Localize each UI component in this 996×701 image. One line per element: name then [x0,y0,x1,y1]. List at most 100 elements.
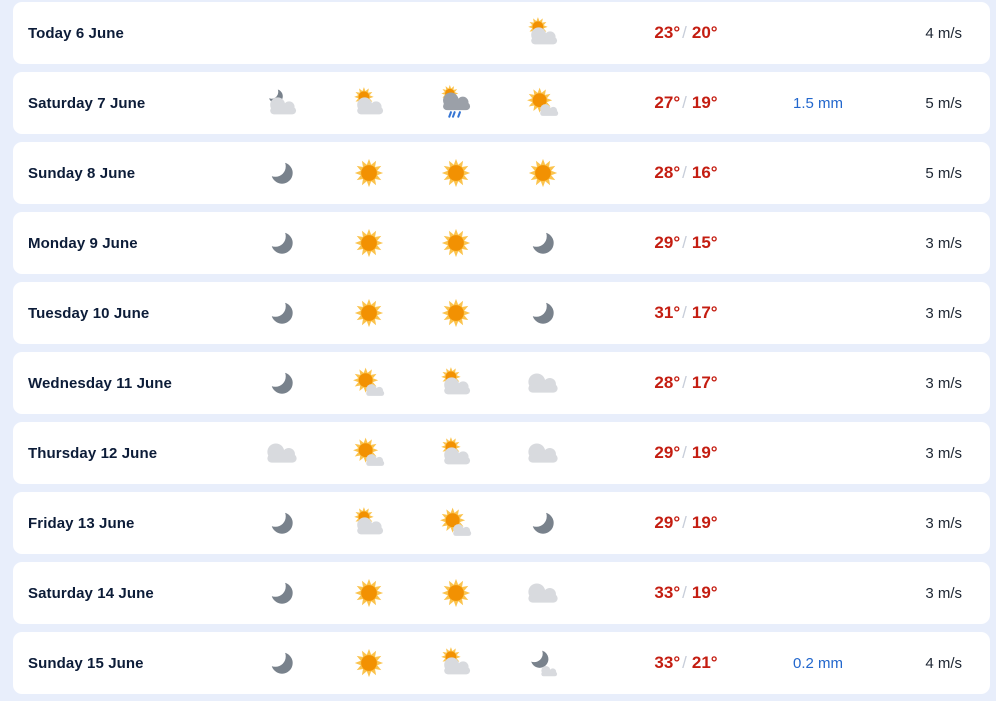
clearsky-day-icon [325,562,412,624]
max-temperature: 29° [654,443,681,462]
wind-speed: 5 m/s [925,164,962,182]
max-temperature: 29° [654,233,681,252]
clearsky-day-icon [412,282,499,344]
forecast-day-row[interactable]: Sunday 8 June 28° / 16° 5 m/s [13,142,990,204]
temperature-divider: / [682,93,687,112]
min-temperature: 19° [691,513,718,532]
partlycloudy-day-icon [325,72,412,134]
partlycloudy-day-icon [499,2,586,64]
partlycloudy-day-icon [412,422,499,484]
temperature-divider: / [682,653,687,672]
day-label: Friday 13 June [28,514,135,532]
clearsky-night-icon [499,282,586,344]
cloudy-icon [499,422,586,484]
forecast-day-row[interactable]: Tuesday 10 June 31° / 17° 3 m/s [13,282,990,344]
clearsky-day-icon [325,282,412,344]
lightrainshowers-day-icon [412,72,499,134]
wind-speed: 5 m/s [925,94,962,112]
forecast-day-row[interactable]: Monday 9 June 29° / 15° 3 m/s [13,212,990,274]
temperature-range: 28° / 17° [586,373,786,393]
day-label: Thursday 12 June [28,444,158,462]
min-temperature: 17° [691,373,718,392]
forecast-day-row[interactable]: Friday 13 June 29° / 19° 3 m/s [13,492,990,554]
wind-speed: 3 m/s [925,234,962,252]
temperature-range: 28° / 16° [586,163,786,183]
max-temperature: 28° [654,373,681,392]
clearsky-day-icon [499,142,586,204]
max-temperature: 23° [654,23,681,42]
clearsky-night-icon [238,562,325,624]
clearsky-day-icon [412,562,499,624]
clearsky-night-icon [238,352,325,414]
temperature-divider: / [682,513,687,532]
wind-speed: 4 m/s [925,654,962,672]
temperature-range: 29° / 19° [586,443,786,463]
temperature-divider: / [682,373,687,392]
clearsky-day-icon [412,142,499,204]
clearsky-day-icon [325,632,412,694]
empty-icon-slot [412,2,499,64]
forecast-day-row[interactable]: Sunday 15 June 33° / 21° 0.2 mm 4 m/s [13,632,990,694]
fair-day-icon [412,492,499,554]
partlycloudy-night-icon [238,72,325,134]
cloudy-icon [499,352,586,414]
day-label: Wednesday 11 June [28,374,172,392]
fair-night-icon [499,632,586,694]
min-temperature: 19° [691,583,718,602]
cloudy-icon [499,562,586,624]
clearsky-day-icon [325,212,412,274]
wind-speed: 3 m/s [925,304,962,322]
empty-icon-slot [325,2,412,64]
clearsky-night-icon [499,212,586,274]
temperature-divider: / [682,23,687,42]
day-label: Today 6 June [28,24,124,42]
temperature-divider: / [682,443,687,462]
fair-day-icon [499,72,586,134]
wind-speed: 3 m/s [925,374,962,392]
day-label: Saturday 7 June [28,94,146,112]
max-temperature: 33° [654,653,681,672]
min-temperature: 21° [691,653,718,672]
max-temperature: 27° [654,93,681,112]
temperature-range: 29° / 19° [586,513,786,533]
day-label: Tuesday 10 June [28,304,150,322]
forecast-day-row[interactable]: Wednesday 11 June 28° / 17° 3 m/s [13,352,990,414]
forecast-day-row[interactable]: Thursday 12 June 29° / 19° 3 m/s [13,422,990,484]
forecast-day-row[interactable]: Saturday 7 June 27° / 19° 1.5 mm 5 m/s [13,72,990,134]
min-temperature: 19° [691,443,718,462]
wind-speed: 3 m/s [925,584,962,602]
max-temperature: 33° [654,583,681,602]
temperature-range: 31° / 17° [586,303,786,323]
clearsky-night-icon [238,142,325,204]
empty-icon-slot [238,2,325,64]
temperature-divider: / [682,303,687,322]
temperature-divider: / [682,583,687,602]
cloudy-icon [238,422,325,484]
wind-speed: 3 m/s [925,444,962,462]
day-label: Monday 9 June [28,234,138,252]
max-temperature: 28° [654,163,681,182]
temperature-range: 29° / 15° [586,233,786,253]
temperature-divider: / [682,163,687,182]
forecast-day-row[interactable]: Today 6 June 23° / 20° 4 m/s [13,2,990,64]
temperature-range: 33° / 19° [586,583,786,603]
partlycloudy-day-icon [325,492,412,554]
temperature-range: 27° / 19° [586,93,786,113]
forecast-day-row[interactable]: Saturday 14 June 33° / 19° 3 m/s [13,562,990,624]
partlycloudy-day-icon [412,352,499,414]
clearsky-night-icon [238,632,325,694]
clearsky-night-icon [499,492,586,554]
wind-speed: 4 m/s [925,24,962,42]
day-label: Sunday 15 June [28,654,144,672]
clearsky-day-icon [325,142,412,204]
precipitation-amount: 1.5 mm [792,94,843,112]
clearsky-day-icon [412,212,499,274]
clearsky-night-icon [238,282,325,344]
temperature-range: 33° / 21° [586,653,786,673]
clearsky-night-icon [238,492,325,554]
day-label: Saturday 14 June [28,584,154,602]
min-temperature: 20° [691,23,718,42]
fair-day-icon [325,352,412,414]
fair-day-icon [325,422,412,484]
